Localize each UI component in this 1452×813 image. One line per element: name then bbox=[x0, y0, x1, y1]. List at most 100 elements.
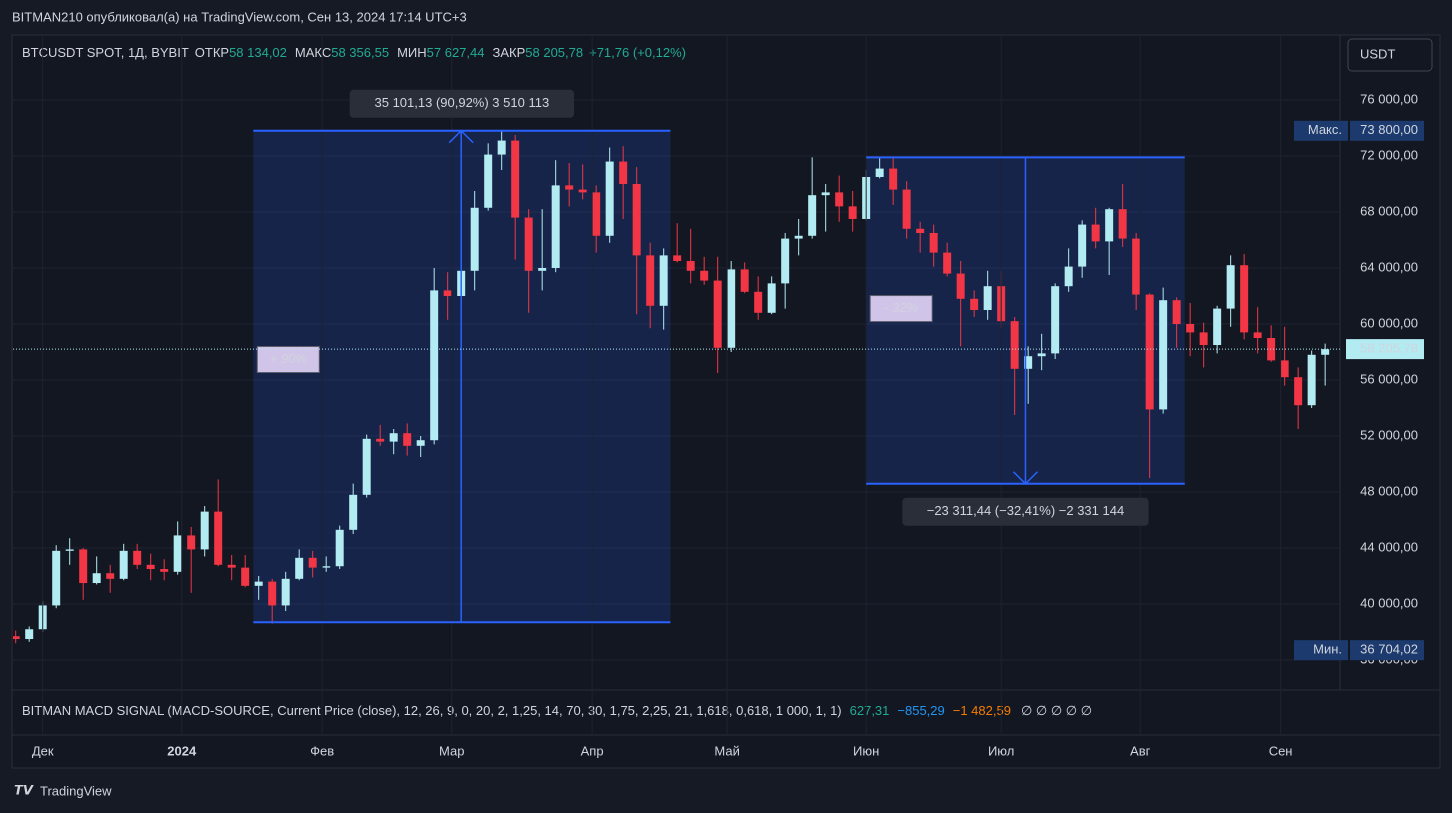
candle-body bbox=[1186, 323, 1195, 333]
candle-body bbox=[646, 255, 655, 306]
candle-body bbox=[376, 438, 385, 442]
extreme-value: 36 704,02 bbox=[1360, 642, 1418, 657]
value: 58 205,78 bbox=[525, 45, 583, 60]
candle-body bbox=[1321, 349, 1330, 355]
candle-body bbox=[700, 270, 709, 281]
candle-body bbox=[686, 260, 695, 271]
candle-body bbox=[673, 255, 682, 261]
currency-button-label[interactable]: USDT bbox=[1360, 46, 1395, 61]
candle-body bbox=[79, 549, 88, 584]
chart-panel bbox=[11, 34, 1441, 769]
x-tick-label: Мар bbox=[439, 743, 464, 758]
x-tick-label: Май bbox=[714, 743, 739, 758]
candle-body bbox=[497, 140, 506, 155]
x-tick-label: Фев bbox=[310, 743, 334, 758]
extreme-name: Мин. bbox=[1313, 642, 1342, 657]
candle-body bbox=[241, 567, 250, 586]
candle-body bbox=[1159, 300, 1168, 410]
candle-body bbox=[308, 557, 317, 568]
candle-body bbox=[916, 228, 925, 233]
candle-body bbox=[1064, 266, 1073, 287]
candle-body bbox=[754, 291, 763, 313]
candle-body bbox=[1010, 321, 1019, 369]
candle-body bbox=[929, 232, 938, 253]
y-tick-label: 40 000,00 bbox=[1360, 595, 1418, 610]
candle-body bbox=[1145, 294, 1154, 410]
candle-body bbox=[605, 161, 614, 236]
y-tick-label: 48 000,00 bbox=[1360, 483, 1418, 498]
extreme-name-box bbox=[1294, 120, 1348, 141]
candle-body bbox=[524, 217, 533, 271]
candle-body bbox=[1307, 354, 1316, 406]
candle-body bbox=[578, 189, 587, 193]
candle-body bbox=[146, 564, 155, 570]
range-note: + 90% bbox=[270, 351, 307, 366]
candle-body bbox=[889, 168, 898, 190]
candle-body bbox=[133, 550, 142, 565]
candle-body bbox=[794, 235, 803, 239]
candle-body bbox=[943, 252, 952, 274]
candle-body bbox=[565, 185, 574, 190]
candle-body bbox=[1294, 377, 1303, 406]
candle-body bbox=[632, 183, 641, 256]
candle-body bbox=[511, 140, 520, 218]
range-label: −23 311,44 (−32,41%) −2 331 144 bbox=[927, 503, 1124, 518]
candle-body bbox=[1037, 353, 1046, 357]
candle-body bbox=[160, 569, 169, 572]
x-tick-label: 2024 bbox=[167, 743, 197, 758]
indicator-name: BITMAN MACD SIGNAL (MACD-SOURCE, Current… bbox=[22, 703, 842, 718]
candle-body bbox=[1105, 209, 1114, 242]
candle-body bbox=[983, 286, 992, 310]
candle-body bbox=[268, 581, 277, 606]
candle-body bbox=[322, 566, 331, 568]
change: +71,76 (+0,12%) bbox=[589, 45, 686, 60]
candle-body bbox=[1051, 286, 1060, 354]
label: МАКС bbox=[295, 45, 331, 60]
candle-body bbox=[349, 494, 358, 530]
x-tick-label: Сен bbox=[1269, 743, 1293, 758]
y-tick-label: 64 000,00 bbox=[1360, 259, 1418, 274]
candle-body bbox=[416, 440, 425, 446]
currency-button[interactable] bbox=[1347, 38, 1433, 72]
candle-body bbox=[740, 269, 749, 292]
candle-body bbox=[362, 438, 371, 495]
candle-body bbox=[1118, 209, 1127, 239]
candle-body bbox=[443, 290, 452, 296]
candle-body bbox=[1253, 332, 1262, 338]
candle-body bbox=[821, 192, 830, 196]
header-title: BITMAN210 опубликовал(а) на TradingView.… bbox=[12, 9, 467, 24]
y-tick-label: 56 000,00 bbox=[1360, 371, 1418, 386]
y-tick-label: 72 000,00 bbox=[1360, 147, 1418, 162]
range-label: 35 101,13 (90,92%) 3 510 113 bbox=[375, 95, 550, 110]
current-price-label: 58 205,78 bbox=[1360, 341, 1418, 356]
extreme-value-box bbox=[1350, 120, 1424, 141]
candle-body bbox=[713, 280, 722, 348]
y-tick-label: 60 000,00 bbox=[1360, 315, 1418, 330]
x-tick-label: Июл bbox=[988, 743, 1014, 758]
candle-body bbox=[227, 564, 236, 568]
candle-body bbox=[187, 535, 196, 550]
candle-body bbox=[25, 629, 34, 640]
candle-body bbox=[92, 573, 101, 584]
symbol: BTCUSDT SPOT, 1Д, BYBIT bbox=[22, 45, 189, 60]
x-tick-label: Дек bbox=[32, 743, 54, 758]
candle-body bbox=[430, 290, 439, 441]
range-arrow-head bbox=[448, 129, 474, 144]
candle-body bbox=[781, 238, 790, 284]
candle-body bbox=[1199, 332, 1208, 345]
candle-body bbox=[106, 573, 115, 579]
candle-body bbox=[403, 433, 412, 446]
candle-body bbox=[902, 189, 911, 229]
indicator-empty: ∅ ∅ ∅ ∅ ∅ bbox=[1021, 703, 1092, 718]
value: 58 356,55 bbox=[331, 45, 389, 60]
footer-brand: TradingView bbox=[40, 783, 112, 798]
candle-body bbox=[1024, 356, 1033, 369]
candle-body bbox=[538, 267, 547, 271]
label: ЗАКР bbox=[492, 45, 525, 60]
range-arrow-head bbox=[1012, 471, 1038, 485]
y-tick-label: 76 000,00 bbox=[1360, 91, 1418, 106]
indicator-value: 627,31 bbox=[850, 703, 890, 718]
candle-body bbox=[1226, 265, 1235, 309]
